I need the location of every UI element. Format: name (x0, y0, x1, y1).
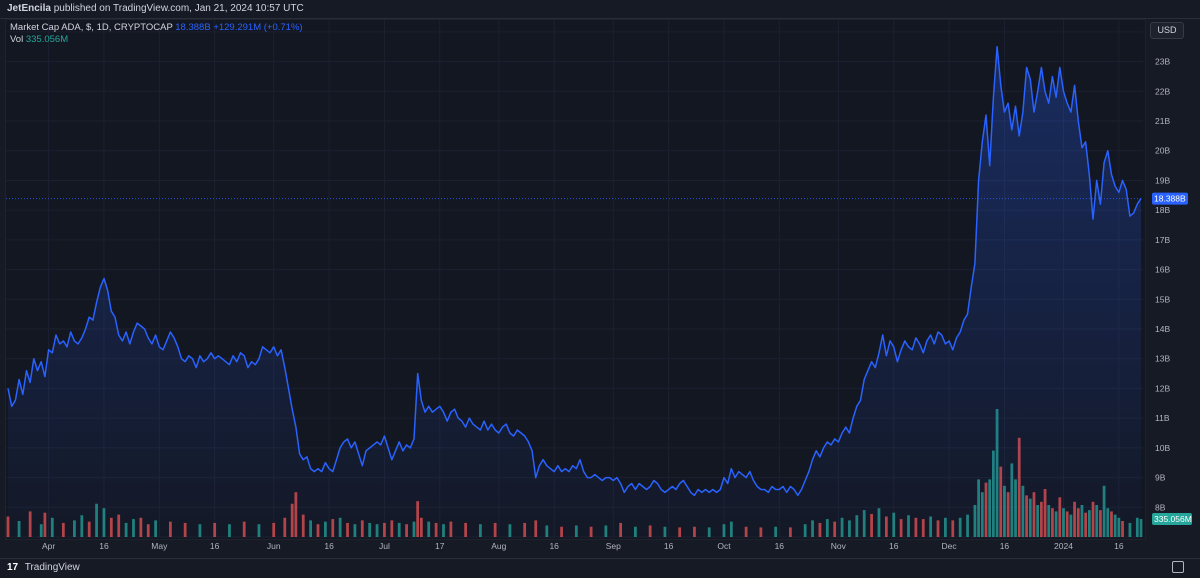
x-axis-tick-label: 16 (1114, 541, 1124, 551)
y-axis-tick-label: 18B (1155, 205, 1170, 215)
y-axis-tick-label: 11B (1155, 413, 1170, 423)
y-axis-tick-label: 9B (1155, 473, 1166, 483)
x-axis-tick-label: 16 (664, 541, 674, 551)
x-axis-tick-label: 16 (210, 541, 220, 551)
y-axis-tick-label: 8B (1155, 502, 1166, 512)
last-price-label: 18.388B (1154, 194, 1186, 204)
volume-label: Vol (10, 34, 24, 45)
x-axis-tick-label: Jun (267, 541, 281, 551)
x-axis-tick-label: 16 (549, 541, 559, 551)
x-axis-tick-label: Nov (831, 541, 847, 551)
y-axis-tick-label: 17B (1155, 235, 1170, 245)
y-axis-tick-label: 16B (1155, 265, 1170, 275)
fullscreen-icon[interactable] (1172, 561, 1184, 573)
x-axis-tick-label: 16 (889, 541, 899, 551)
x-axis-tick-label: Aug (491, 541, 506, 551)
x-axis-tick-label: 16 (1000, 541, 1010, 551)
x-axis-tick-label: 16 (324, 541, 334, 551)
x-axis-tick-label: 16 (99, 541, 109, 551)
x-axis-tick-label: 2024 (1054, 541, 1073, 551)
footer-bar: 17 TradingView (0, 558, 1200, 578)
tradingview-logo-icon: 17 (7, 562, 19, 573)
x-axis-tick-label: Apr (42, 541, 55, 551)
y-axis-tick-label: 14B (1155, 324, 1170, 334)
y-axis-tick-label: 22B (1155, 86, 1170, 96)
volume-badge (1152, 513, 1192, 525)
tradingview-brand[interactable]: 17 TradingView (7, 561, 80, 575)
x-axis-tick-label: Jul (379, 541, 390, 551)
change-value: +129.291M (+0.71%) (213, 22, 303, 33)
last-price-badge (1152, 192, 1188, 205)
y-axis-tick-label: 19B (1155, 175, 1170, 185)
volume-value: 335.056M (25, 34, 69, 45)
y-axis-tick-label: 21B (1155, 116, 1170, 126)
y-axis-tick-label: 23B (1155, 57, 1170, 67)
x-axis-tick-label: Sep (606, 541, 621, 551)
publisher-name[interactable]: JetEncila (7, 3, 51, 14)
chart-legend: Market Cap ADA, $, 1D, CRYPTOCAP 18.388B… (10, 22, 303, 46)
published-text: published on TradingView.com, Jan 21, 20… (53, 3, 304, 14)
currency-button[interactable]: USD (1150, 22, 1184, 39)
x-axis-tick-label: Dec (942, 541, 958, 551)
x-axis-tick-label: Oct (717, 541, 731, 551)
y-axis-tick-label: 15B (1155, 294, 1170, 304)
y-axis-tick-label: 12B (1155, 383, 1170, 393)
volume-badge-label: 335.056M (1154, 514, 1192, 524)
last-value: 18.388B (175, 22, 211, 33)
y-axis-tick-label: 13B (1155, 354, 1170, 364)
y-axis-tick-label: 10B (1155, 443, 1170, 453)
publisher-bar: JetEncila published on TradingView.com, … (0, 0, 1200, 19)
series-area-fill (8, 46, 1141, 537)
brand-name: TradingView (24, 562, 80, 573)
x-axis-tick-label: May (151, 541, 168, 551)
x-axis-tick-label: 17 (435, 541, 445, 551)
y-axis-tick-label: 20B (1155, 146, 1170, 156)
series-line (7, 45, 1142, 497)
x-axis-tick-label: 16 (775, 541, 785, 551)
symbol-title[interactable]: Market Cap ADA, $, 1D, CRYPTOCAP (10, 22, 173, 33)
